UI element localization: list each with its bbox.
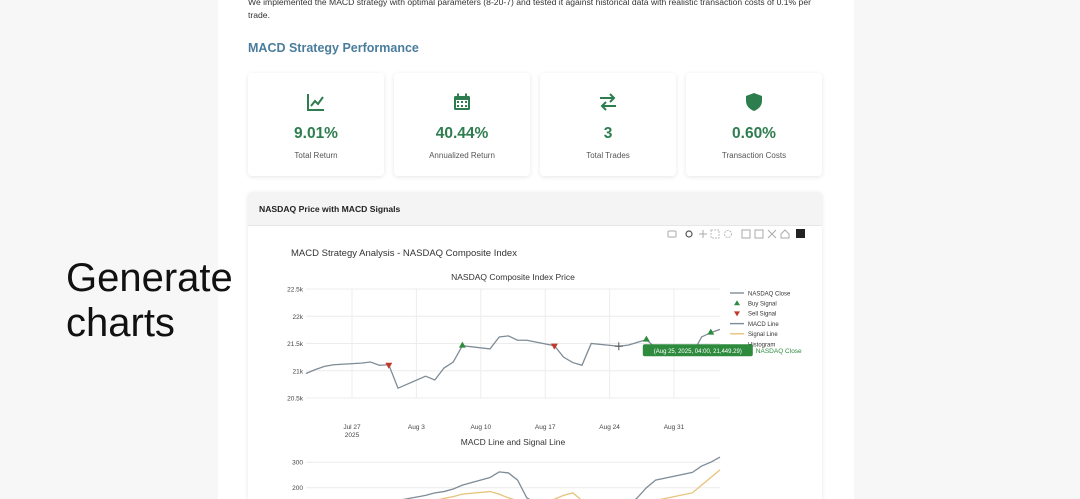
signal-line [438, 469, 721, 499]
metric-card-annualized-return: 40.44% Annualized Return [394, 73, 530, 176]
metric-label: Transaction Costs [721, 151, 787, 160]
x-tick-label: Aug 10 [470, 424, 491, 431]
buy-signal-marker [642, 335, 650, 342]
overlay-caption-line1: Generate [66, 256, 233, 300]
price-y-tick-label: 21k [293, 368, 304, 375]
metric-value: 3 [603, 125, 613, 142]
zoom-icon[interactable] [685, 230, 693, 238]
chart-legend[interactable]: NASDAQ Close Buy Signal Sell Signal MACD Li… [730, 291, 791, 348]
metric-label: Annualized Return [429, 151, 495, 160]
price-y-tick-label: 21.5k [287, 341, 304, 348]
chart-panel-title: NASDAQ Price with MACD Signals [248, 192, 822, 226]
chart-modebar [667, 229, 805, 239]
zoom-out-icon[interactable] [754, 229, 764, 239]
sell-signal-marker [385, 362, 393, 369]
buy-signal-marker [707, 328, 715, 335]
macd-y-tick-label: 300 [292, 460, 303, 467]
zoom-in-icon[interactable] [741, 229, 751, 239]
macd-chart[interactable]: MACD Strategy Analysis - NASDAQ Composit… [248, 226, 822, 499]
pan-icon[interactable] [699, 230, 707, 238]
lasso-select-icon[interactable] [724, 230, 732, 238]
legend-item-label: NASDAQ Close [748, 291, 791, 297]
chart-title: MACD Strategy Analysis - NASDAQ Composit… [291, 248, 517, 259]
hover-tooltip: (Aug 25, 2025, 04:00, 21,449.29) NASDAQ C… [614, 342, 802, 357]
metric-value: 9.01% [294, 125, 338, 142]
macd-y-tick-label: 200 [292, 485, 303, 492]
legend-item-label: Histogram [748, 342, 775, 348]
autoscale-icon[interactable] [767, 229, 777, 239]
camera-icon[interactable] [667, 230, 677, 238]
crosshair-cursor [614, 342, 623, 351]
intro-text: We implemented the MACD strategy with op… [248, 0, 811, 20]
report-page: We implemented the MACD strategy with op… [218, 0, 854, 499]
metric-label: Total Trades [586, 151, 630, 160]
calendar-icon [454, 93, 470, 110]
metric-value: 40.44% [435, 125, 489, 142]
metric-value: 0.60% [732, 125, 776, 142]
sell-signal-marker [550, 343, 558, 350]
metric-card-total-return: 9.01% Total Return [248, 73, 384, 176]
nasdaq-close-line [305, 328, 721, 390]
box-select-icon[interactable] [710, 229, 720, 239]
exchange-arrows-icon [600, 93, 616, 111]
x-tick-label: Aug 17 [535, 424, 556, 431]
macd-subplot-title: MACD Line and Signal Line [461, 437, 566, 447]
macd-grid: 100200300 [292, 460, 720, 492]
legend-item-label: MACD Line [748, 322, 779, 328]
x-tick-label: Aug 31 [664, 424, 685, 431]
price-subplot-title: NASDAQ Composite Index Price [451, 272, 575, 282]
metric-card-transaction-costs: 0.60% Transaction Costs [686, 73, 822, 176]
shield-icon [746, 93, 762, 111]
section-title: MACD Strategy Performance [248, 41, 419, 55]
macd-plot [402, 456, 721, 499]
x-tick-label: Jul 27 [343, 424, 361, 431]
price-y-tick-label: 22k [293, 314, 304, 321]
legend-item-label: Buy Signal [748, 302, 777, 308]
legend-swatch [734, 300, 740, 306]
chart-line-icon [307, 94, 324, 111]
buy-signal-marker [458, 341, 466, 348]
price-plot [305, 328, 721, 390]
legend-swatch [734, 311, 740, 317]
x-tick-label: Aug 3 [408, 424, 425, 431]
tooltip-value: (Aug 25, 2025, 04:00, 21,449.29) [654, 349, 742, 355]
price-y-tick-label: 22.5k [287, 287, 304, 294]
legend-item-label: Sell Signal [748, 312, 776, 318]
reset-axes-icon[interactable] [780, 229, 790, 239]
price-y-tick-label: 20.5k [287, 396, 304, 403]
x-tick-label: Aug 24 [599, 424, 620, 431]
tooltip-series-name: NASDAQ Close [756, 348, 802, 355]
chart-panel: NASDAQ Price with MACD Signals MACD Stra… [248, 192, 822, 499]
tooltip-box [642, 344, 753, 357]
plotly-logo-icon[interactable] [796, 229, 805, 238]
macd-line [402, 456, 721, 499]
metric-label: Total Return [294, 151, 338, 160]
legend-item-label: Signal Line [748, 332, 778, 338]
metric-card-total-trades: 3 Total Trades [540, 73, 676, 176]
overlay-caption-line2: charts [66, 301, 175, 345]
x-tick-sublabel: 2025 [345, 432, 360, 439]
